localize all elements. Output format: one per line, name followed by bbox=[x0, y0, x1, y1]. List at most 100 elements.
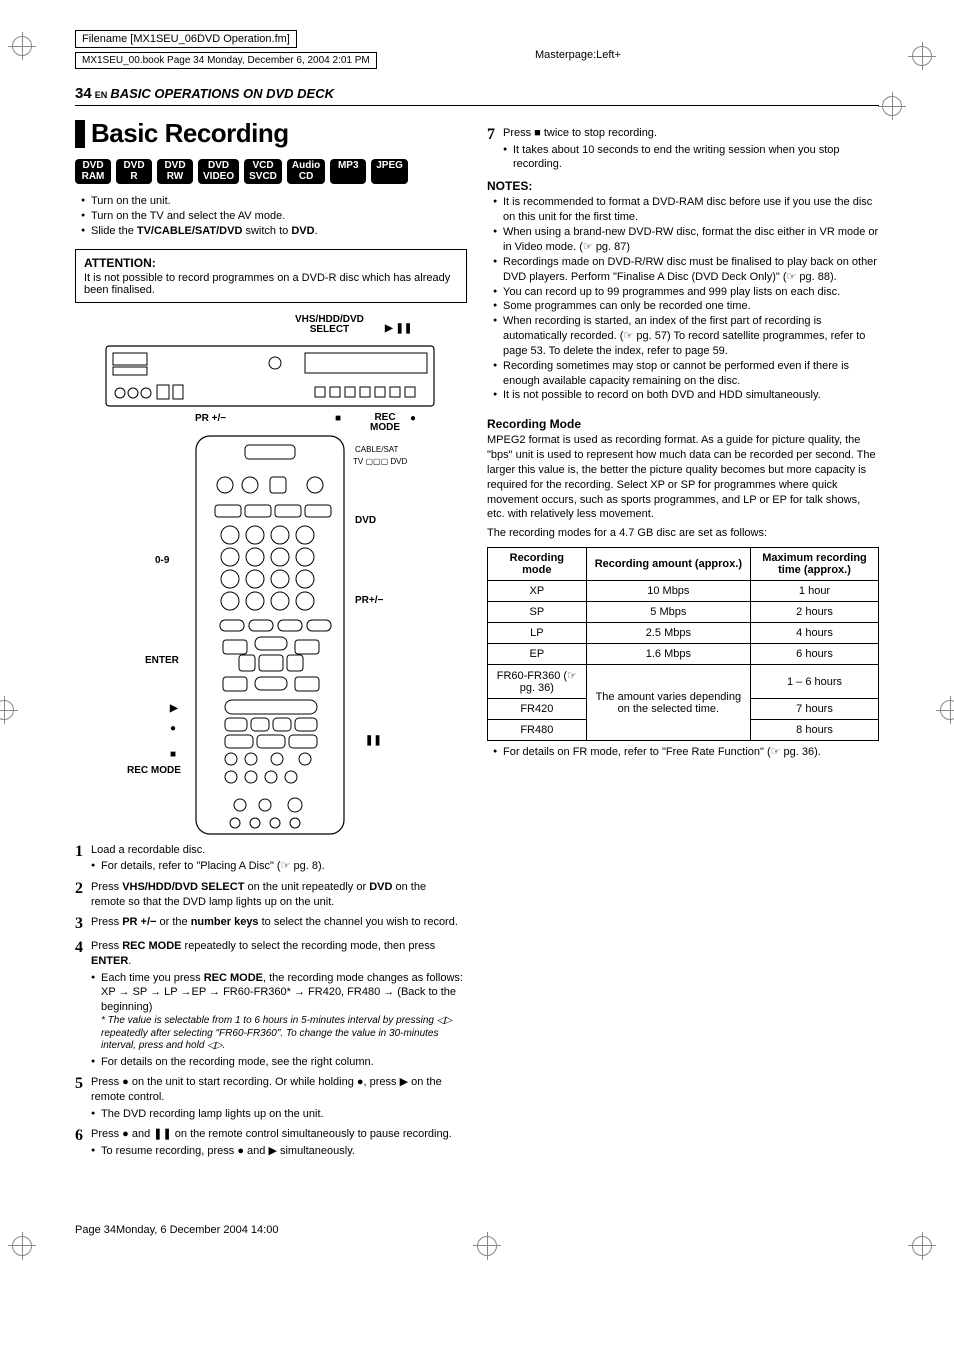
steps-list: 1Load a recordable disc.For details, ref… bbox=[75, 843, 467, 1158]
table-row: EP1.6 Mbps6 hours bbox=[488, 644, 879, 665]
table-cell: 7 hours bbox=[751, 699, 879, 720]
pre-step-bullets: Turn on the unit.Turn on the TV and sele… bbox=[81, 194, 467, 239]
label-rec-mode-top: REC MODE bbox=[370, 413, 400, 433]
note-item: When recording is started, an index of t… bbox=[493, 314, 879, 359]
step-number: 7 bbox=[487, 126, 503, 144]
filename-box: Filename [MX1SEU_06DVD Operation.fm] bbox=[75, 30, 297, 48]
table-cell: SP bbox=[488, 602, 587, 623]
table-cell: XP bbox=[488, 581, 587, 602]
table-cell: 1 hour bbox=[751, 581, 879, 602]
label-pr-top: PR +/− bbox=[195, 413, 226, 424]
step-body: Press ■ twice to stop recording.It takes… bbox=[503, 126, 875, 171]
lang-tag: EN bbox=[95, 90, 108, 100]
table-cell: 1.6 Mbps bbox=[586, 644, 750, 665]
table-cell: FR60-FR360 (☞ pg. 36) bbox=[488, 665, 587, 699]
pre-step-item: Turn on the TV and select the AV mode. bbox=[81, 209, 467, 224]
table-cell: 2.5 Mbps bbox=[586, 623, 750, 644]
label-pause: ❚❚ bbox=[365, 735, 382, 746]
step: 1Load a recordable disc.For details, ref… bbox=[75, 843, 467, 874]
step-sub-bullet: To resume recording, press ● and ▶ simul… bbox=[91, 1144, 463, 1158]
label-stop-btn: ■ bbox=[170, 749, 176, 760]
masterpage-label: Masterpage:Left+ bbox=[535, 49, 879, 61]
attention-title: ATTENTION: bbox=[84, 256, 458, 270]
page-header: 34 EN BASIC OPERATIONS ON DVD DECK bbox=[75, 85, 879, 106]
table-cell: 1 – 6 hours bbox=[751, 665, 879, 699]
table-row: SP5 Mbps2 hours bbox=[488, 602, 879, 623]
step: 4Press REC MODE repeatedly to select the… bbox=[75, 939, 467, 1068]
step: 3Press PR +/− or the number keys to sele… bbox=[75, 915, 467, 933]
label-play-pause: ▶ ❚❚ bbox=[385, 323, 412, 334]
table-cell: 2 hours bbox=[751, 602, 879, 623]
attention-box: ATTENTION: It is not possible to record … bbox=[75, 249, 467, 303]
register-mark-icon bbox=[882, 96, 902, 116]
format-badge: VCDSVCD bbox=[244, 159, 282, 184]
step-sub-bullet: For details on the recording mode, see t… bbox=[91, 1055, 463, 1069]
register-mark-icon bbox=[12, 36, 32, 56]
register-mark-icon bbox=[0, 700, 14, 720]
step-body: Press ● on the unit to start recording. … bbox=[91, 1075, 463, 1121]
step-sub-bullet: It takes about 10 seconds to end the wri… bbox=[503, 143, 875, 172]
note-item: It is recommended to format a DVD-RAM di… bbox=[493, 195, 879, 225]
label-play: ▶ bbox=[170, 703, 178, 714]
step-extra: XP → SP → LP →EP → FR60-FR360* → FR420, … bbox=[91, 985, 463, 1015]
label-tv-dvd: TV ▢▢▢ DVD bbox=[353, 457, 407, 466]
table-header: Recording amount (approx.) bbox=[586, 548, 750, 581]
table-cell: 10 Mbps bbox=[586, 581, 750, 602]
table-row: XP10 Mbps1 hour bbox=[488, 581, 879, 602]
section-title: BASIC OPERATIONS ON DVD DECK bbox=[110, 86, 334, 101]
label-rec-btn: ● bbox=[170, 723, 176, 734]
format-badge: DVDRW bbox=[157, 159, 193, 184]
step-body: Press REC MODE repeatedly to select the … bbox=[91, 939, 463, 1068]
right-column: 7Press ■ twice to stop recording.It take… bbox=[487, 118, 879, 1164]
heading-bar-icon bbox=[75, 120, 85, 148]
main-heading: Basic Recording bbox=[91, 118, 289, 149]
label-cable-sat: CABLE/SAT bbox=[355, 445, 398, 454]
recording-mode-para: MPEG2 format is used as recording format… bbox=[487, 433, 879, 522]
label-pr-side: PR+/− bbox=[355, 595, 383, 606]
step-body: Press PR +/− or the number keys to selec… bbox=[91, 915, 463, 930]
pre-step-item: Slide the TV/CABLE/SAT/DVD switch to DVD… bbox=[81, 224, 467, 239]
step-italic-note: * The value is selectable from 1 to 6 ho… bbox=[91, 1015, 463, 1053]
page-number: 34 bbox=[75, 85, 92, 102]
format-badge: JPEG bbox=[371, 159, 408, 184]
step-number: 6 bbox=[75, 1127, 91, 1145]
page: Filename [MX1SEU_06DVD Operation.fm] MX1… bbox=[0, 0, 954, 1276]
note-item: It is not possible to record on both DVD… bbox=[493, 388, 879, 403]
bookinfo-box: MX1SEU_00.book Page 34 Monday, December … bbox=[75, 52, 377, 69]
main-heading-row: Basic Recording bbox=[75, 118, 467, 149]
register-mark-icon bbox=[912, 1236, 932, 1256]
table-cell: FR480 bbox=[488, 720, 587, 741]
footer-meta: Page 34Monday, 6 December 2004 14:00 bbox=[75, 1224, 879, 1236]
step-sub-bullet: Each time you press REC MODE, the record… bbox=[91, 971, 463, 985]
footnote-item: For details on FR mode, refer to "Free R… bbox=[493, 745, 879, 760]
note-item: When using a brand-new DVD-RW disc, form… bbox=[493, 225, 879, 255]
step-body: Load a recordable disc.For details, refe… bbox=[91, 843, 463, 874]
register-mark-icon bbox=[12, 1236, 32, 1256]
notes-title: NOTES: bbox=[487, 179, 879, 193]
label-select: VHS/HDD/DVD SELECT bbox=[295, 315, 364, 335]
table-cell: 4 hours bbox=[751, 623, 879, 644]
format-badge: DVDR bbox=[116, 159, 152, 184]
step-number: 5 bbox=[75, 1075, 91, 1093]
table-row: LP2.5 Mbps4 hours bbox=[488, 623, 879, 644]
step: 7Press ■ twice to stop recording.It take… bbox=[487, 126, 879, 171]
table-cell: LP bbox=[488, 623, 587, 644]
label-0-9: 0-9 bbox=[155, 555, 169, 566]
note-item: You can record up to 99 programmes and 9… bbox=[493, 285, 879, 300]
step: 6Press ● and ❚❚ on the remote control si… bbox=[75, 1127, 467, 1158]
label-stop: ■ bbox=[335, 413, 341, 424]
label-rec: ● bbox=[410, 413, 416, 424]
label-dvd: DVD bbox=[355, 515, 376, 526]
step: 5Press ● on the unit to start recording.… bbox=[75, 1075, 467, 1121]
left-column: Basic Recording DVDRAMDVDRDVDRWDVDVIDEOV… bbox=[75, 118, 467, 1164]
register-mark-icon bbox=[477, 1236, 497, 1256]
attention-text: It is not possible to record programmes … bbox=[84, 272, 458, 296]
step-number: 2 bbox=[75, 880, 91, 898]
table-header: Maximum recording time (approx.) bbox=[751, 548, 879, 581]
pre-step-item: Turn on the unit. bbox=[81, 194, 467, 209]
table-cell: 6 hours bbox=[751, 644, 879, 665]
label-rec-mode-btn: REC MODE bbox=[127, 765, 181, 776]
step-number: 4 bbox=[75, 939, 91, 957]
recording-mode-para2: The recording modes for a 4.7 GB disc ar… bbox=[487, 526, 879, 541]
register-mark-icon bbox=[912, 46, 932, 66]
